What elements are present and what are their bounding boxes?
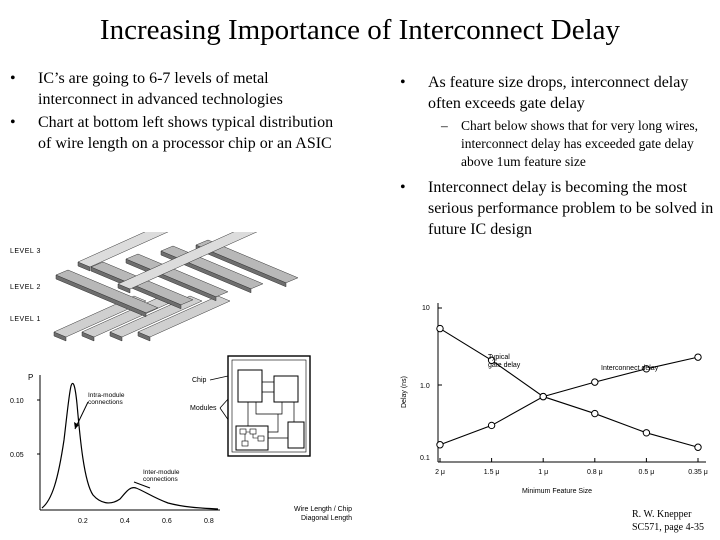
- right-bullet-1: • As feature size drops, interconnect de…: [398, 72, 718, 114]
- wire-length-distribution-chart: P 0.10 0.05 0.2 0.4 0.6 0.8 Intra-module…: [10, 373, 220, 525]
- gate-delay-point: [487, 356, 496, 364]
- interconnect-delay-point: [539, 392, 547, 401]
- x-tick-labels: 2 μ 1.5 μ 1 μ 0.8 μ 0.5 μ 0.35 μ: [435, 458, 708, 476]
- right-sub-bullet-text: Chart below shows that for very long wir…: [461, 118, 698, 169]
- intra-module-label: connections: [88, 399, 123, 406]
- left-bullet-list: • IC’s are going to 6-7 levels of metal …: [8, 68, 338, 154]
- bullet-symbol: •: [400, 74, 406, 91]
- x-tick-label: 0.8: [204, 518, 214, 525]
- bullet-symbol: •: [10, 70, 16, 87]
- chip-inner-border: [231, 359, 307, 453]
- module-block: [237, 369, 263, 403]
- interconnect-delay-point: [591, 378, 599, 386]
- right-sub-bullet: – Chart below shows that for very long w…: [431, 117, 718, 171]
- x-tick-label: 0.2: [78, 518, 88, 525]
- x-tick-label: 0.8 μ: [587, 469, 603, 476]
- left-bullet-1: • IC’s are going to 6-7 levels of metal …: [8, 68, 338, 110]
- y-axis-label: Delay (ns): [401, 376, 408, 408]
- footer-course-page: SC571, page 4-35: [632, 522, 704, 533]
- level-3-bar: [77, 232, 169, 272]
- bullet-symbol: •: [400, 179, 406, 196]
- module-block: [235, 425, 269, 451]
- x-tick-label: 2 μ: [435, 469, 445, 476]
- x-tick-label: 0.35 μ: [688, 469, 708, 476]
- y-axis-label: P: [28, 373, 33, 382]
- right-bullet-list: • As feature size drops, interconnect de…: [398, 72, 718, 240]
- right-bullet-2: • Interconnect delay is becoming the mos…: [398, 177, 718, 240]
- inter-module-arrow: [133, 481, 151, 489]
- wire-routes: [247, 381, 295, 439]
- distribution-curve: [41, 382, 219, 510]
- x-tick-label: 1 μ: [538, 469, 548, 476]
- x-tick-label: 0.6: [162, 518, 172, 525]
- x-tick-label: 0.5 μ: [639, 469, 655, 476]
- left-bullet-2: • Chart at bottom left shows typical dis…: [8, 112, 338, 154]
- x-axis-label-line2: Diagonal Length: [301, 515, 352, 522]
- module-block: [287, 421, 305, 449]
- x-tick-label: 1.5 μ: [484, 469, 500, 476]
- interconnect-delay-line: [439, 356, 699, 446]
- footer: R. W. Knepper SC571, page 4-35: [632, 508, 704, 534]
- level-1-label: LEVEL 1: [10, 316, 41, 323]
- module-block: [273, 375, 299, 403]
- interconnect-delay-label: Interconnect delay: [601, 365, 659, 372]
- inter-module-label: connections: [143, 476, 178, 483]
- y-tick-label: 0.10: [10, 398, 24, 405]
- level-2-label: LEVEL 2: [10, 284, 41, 291]
- right-bullet-2-text: Interconnect delay is becoming the most …: [428, 179, 714, 238]
- gate-delay-line: [439, 328, 699, 448]
- gate-delay-point: [694, 443, 702, 451]
- level-1-bar: [137, 295, 231, 342]
- gate-delay-label: Typical: [488, 354, 510, 361]
- module-internals: [239, 428, 265, 447]
- x-axis-label-line1: Wire Length / Chip: [294, 506, 352, 513]
- dash-symbol: –: [441, 118, 448, 133]
- bullet-symbol: •: [10, 114, 16, 131]
- distribution-x-axis-label: Wire Length / Chip Diagonal Length: [252, 505, 352, 523]
- chip-pointer: [209, 375, 229, 381]
- x-axis-label: Minimum Feature Size: [522, 488, 592, 495]
- y-tick-label: 10: [422, 305, 430, 312]
- interconnect-delay-point: [694, 353, 702, 361]
- y-tick-label: 1.0: [420, 383, 430, 390]
- gate-delay-point: [642, 429, 651, 437]
- modules-label: Modules: [190, 405, 217, 412]
- level-3-label: LEVEL 3: [10, 248, 41, 255]
- level-3-bar: [117, 232, 258, 294]
- left-bullet-1-text: IC’s are going to 6-7 levels of metal in…: [38, 70, 283, 108]
- level-2-bar: [125, 253, 229, 302]
- gate-delay-point: [591, 409, 599, 418]
- inter-module-label: Inter-module: [143, 469, 180, 476]
- level-2-bar: [55, 269, 159, 318]
- interconnect-delay-point: [436, 441, 444, 449]
- intra-module-arrow-head: [74, 422, 79, 429]
- gate-delay-label: gate delay: [488, 362, 521, 369]
- delay-vs-feature-size-chart: Delay (ns) 10 1.0 0.1 2 μ 1.5 μ 1 μ 0.8 μ 0.…: [401, 303, 708, 495]
- footer-author: R. W. Knepper: [632, 509, 692, 520]
- intra-module-label: Intra-module: [88, 392, 125, 399]
- metal-bars: [53, 232, 299, 342]
- slide-title: Increasing Importance of Interconnect De…: [99, 14, 621, 46]
- right-bullet-1-text: As feature size drops, interconnect dela…: [428, 74, 689, 112]
- interconnect-levels-figure: LEVEL 3 LEVEL 2 LEVEL 1: [10, 232, 299, 342]
- y-tick-label: 0.05: [10, 452, 24, 459]
- chip-label: Chip: [192, 377, 207, 384]
- interconnect-delay-point: [642, 365, 651, 373]
- delay-series-marks: [436, 324, 702, 451]
- y-tick-label: 0.1: [420, 455, 430, 462]
- x-tick-label: 0.4: [120, 518, 130, 525]
- level-2-bar: [195, 239, 299, 288]
- gate-delay-point: [436, 324, 444, 333]
- interconnect-delay-point: [487, 421, 496, 430]
- chip-modules-diagram: Chip Modules: [190, 355, 311, 457]
- left-bullet-2-text: Chart at bottom left shows typical distr…: [38, 114, 334, 152]
